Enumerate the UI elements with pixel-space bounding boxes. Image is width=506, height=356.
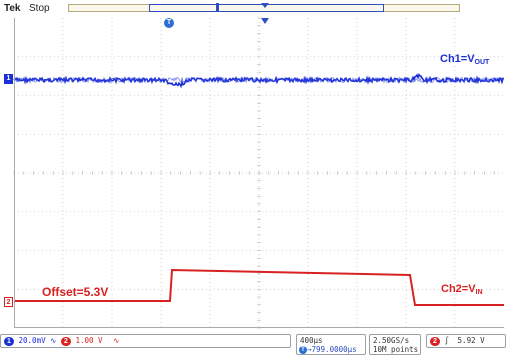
trigger-position-marker[interactable]: T <box>164 18 174 28</box>
ch2-badge: 2 <box>60 336 71 346</box>
acquisition-readout[interactable]: 2.50GS/s 10M points <box>369 334 421 355</box>
ch2-waveform <box>14 268 504 306</box>
ch2-bw-icon: ∿ <box>113 336 120 345</box>
ch1-ground-marker[interactable]: 1 <box>4 74 13 84</box>
ch1-label: Ch1=VOUT <box>440 53 490 66</box>
graticule <box>13 17 505 329</box>
ch1-waveform-noise <box>13 76 505 85</box>
trigger-level: 5.92 V <box>457 336 485 345</box>
trigger-readout[interactable]: 2 ∫ 5.92 V <box>426 334 506 348</box>
timebase-scale: 400µs <box>300 336 323 345</box>
readout-bar: 1 20.0mV ∿ 2 1.00 V ∿ 400µs T →799.0000µs… <box>0 331 506 356</box>
trigger-slope-icon: ∫ <box>444 336 450 345</box>
sample-rate: 2.50GS/s <box>373 336 410 345</box>
delay-value: →799.0000µs <box>307 345 357 354</box>
acquisition-status: Stop <box>29 3 50 14</box>
brand-logo: Tek <box>4 3 21 14</box>
ch2-scale: 1.00 V <box>75 336 103 345</box>
ch1-bw-icon: ∿ <box>50 336 57 345</box>
record-length: 10M points <box>373 345 419 354</box>
center-caret-icon <box>261 18 269 24</box>
record-center-caret-icon <box>261 3 269 8</box>
ch2-ground-marker[interactable]: 2 <box>4 297 13 307</box>
offset-label: Offset=5.3V <box>42 285 109 299</box>
trigger-source-badge: 2 <box>430 336 440 346</box>
ch1-badge: 1 <box>4 336 14 346</box>
grid-lines <box>13 17 504 329</box>
timebase-readout[interactable]: 400µs T →799.0000µs <box>296 334 366 355</box>
ch1-scale: 20.0mV <box>18 336 46 345</box>
channel-readout[interactable]: 1 20.0mV ∿ 2 1.00 V ∿ <box>0 334 291 348</box>
record-trigger-marker <box>216 3 219 12</box>
ch2-label: Ch2=VIN <box>441 283 483 296</box>
delay-icon: T <box>299 346 307 354</box>
